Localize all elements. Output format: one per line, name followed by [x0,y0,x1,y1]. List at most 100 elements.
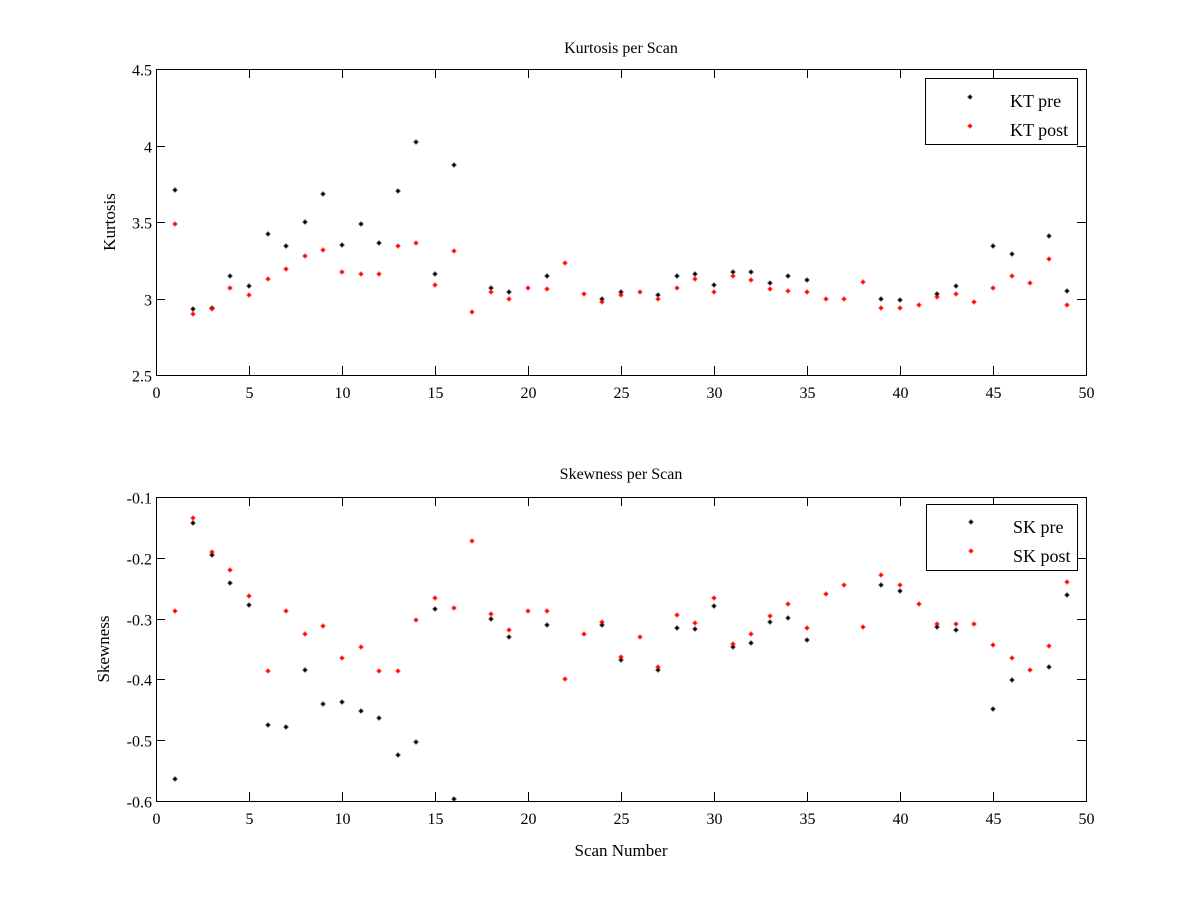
kurtosis-axes-frame [156,69,1087,376]
skewness-x-tick-label: 35 [800,811,816,828]
data-point [302,219,308,225]
skewness-legend: SK pre SK post [926,504,1078,571]
skewness-points [172,515,1070,802]
data-point [841,296,847,302]
data-point [823,296,829,302]
data-point [320,623,326,629]
data-point [730,641,736,647]
data-point [227,580,233,586]
skewness-x-axis-label: Scan Number [574,841,667,860]
data-point [581,631,587,637]
data-point [934,294,940,300]
kurtosis-x-tick-label: 20 [521,385,537,402]
data-point [655,664,661,670]
data-point [209,306,215,312]
data-point [488,611,494,617]
data-point [265,668,271,674]
data-point [488,289,494,295]
data-point [1009,251,1015,257]
skewness-y-tick-label: -0.2 [127,552,152,569]
skewness-x-tick-label: 30 [707,811,723,828]
kurtosis-x-tick-label: 40 [893,385,909,402]
kurtosis-x-tick-label: 25 [614,385,630,402]
data-point [711,289,717,295]
data-point [1009,655,1015,661]
skewness-y-tick-label: -0.1 [127,491,152,508]
data-point [432,282,438,288]
legend-marker-sk-pre [968,519,974,525]
data-point [395,243,401,249]
skewness-x-tick-label: 40 [893,811,909,828]
legend-label-kt-post: KT post [1010,120,1068,140]
kurtosis-x-tick-label: 10 [335,385,351,402]
data-point [339,269,345,275]
data-point [1046,643,1052,649]
data-point [674,285,680,291]
data-point [544,608,550,614]
data-point [172,608,178,614]
data-point [469,309,475,315]
data-point [804,637,810,643]
data-point [190,520,196,526]
data-point [878,572,884,578]
data-point [897,305,903,311]
skewness-x-tick-label: 45 [986,811,1002,828]
legend-label-sk-pre: SK pre [1013,517,1064,537]
data-point [506,296,512,302]
data-point [767,613,773,619]
data-point [878,582,884,588]
data-point [599,622,605,628]
data-point [283,266,289,272]
data-point [227,567,233,573]
data-point [376,668,382,674]
data-point [246,292,252,298]
data-point [823,591,829,597]
data-point [302,631,308,637]
data-point [804,625,810,631]
data-point [711,603,717,609]
data-point [599,299,605,305]
data-point [376,715,382,721]
data-point [711,282,717,288]
data-point [767,619,773,625]
skewness-title: Skewness per Scan [560,466,683,483]
data-point [953,621,959,627]
data-point [339,655,345,661]
kurtosis-subplot: Kurtosis per Scan Kurtosis 0 5 10 15 20 25 30 3… [100,40,1095,402]
data-point [1009,273,1015,279]
data-point [432,606,438,612]
data-point [860,279,866,285]
data-point [395,668,401,674]
data-point [785,288,791,294]
data-point [265,276,271,282]
data-point [692,626,698,632]
data-point [897,297,903,303]
legend-label-sk-post: SK post [1013,546,1071,566]
data-point [209,552,215,558]
series-kt-post [172,221,1070,317]
data-point [730,269,736,275]
skewness-y-tick-label: -0.3 [127,613,152,630]
data-point [1027,280,1033,286]
data-point [1027,667,1033,673]
kurtosis-y-tick-label: 2.5 [132,369,152,386]
series-kt-pre [172,139,1070,312]
data-point [339,699,345,705]
data-point [655,667,661,673]
data-point [190,515,196,521]
data-point [283,608,289,614]
data-point [767,286,773,292]
data-point [953,291,959,297]
data-point [451,248,457,254]
data-point [190,311,196,317]
data-point [320,247,326,253]
data-point [544,286,550,292]
kurtosis-x-tick-label: 50 [1079,385,1095,402]
skewness-y-tick-label: -0.4 [127,673,152,690]
data-point [525,285,531,291]
data-point [1046,233,1052,239]
data-point [971,621,977,627]
kurtosis-x-tick-label: 0 [153,385,161,402]
data-point [1064,592,1070,598]
